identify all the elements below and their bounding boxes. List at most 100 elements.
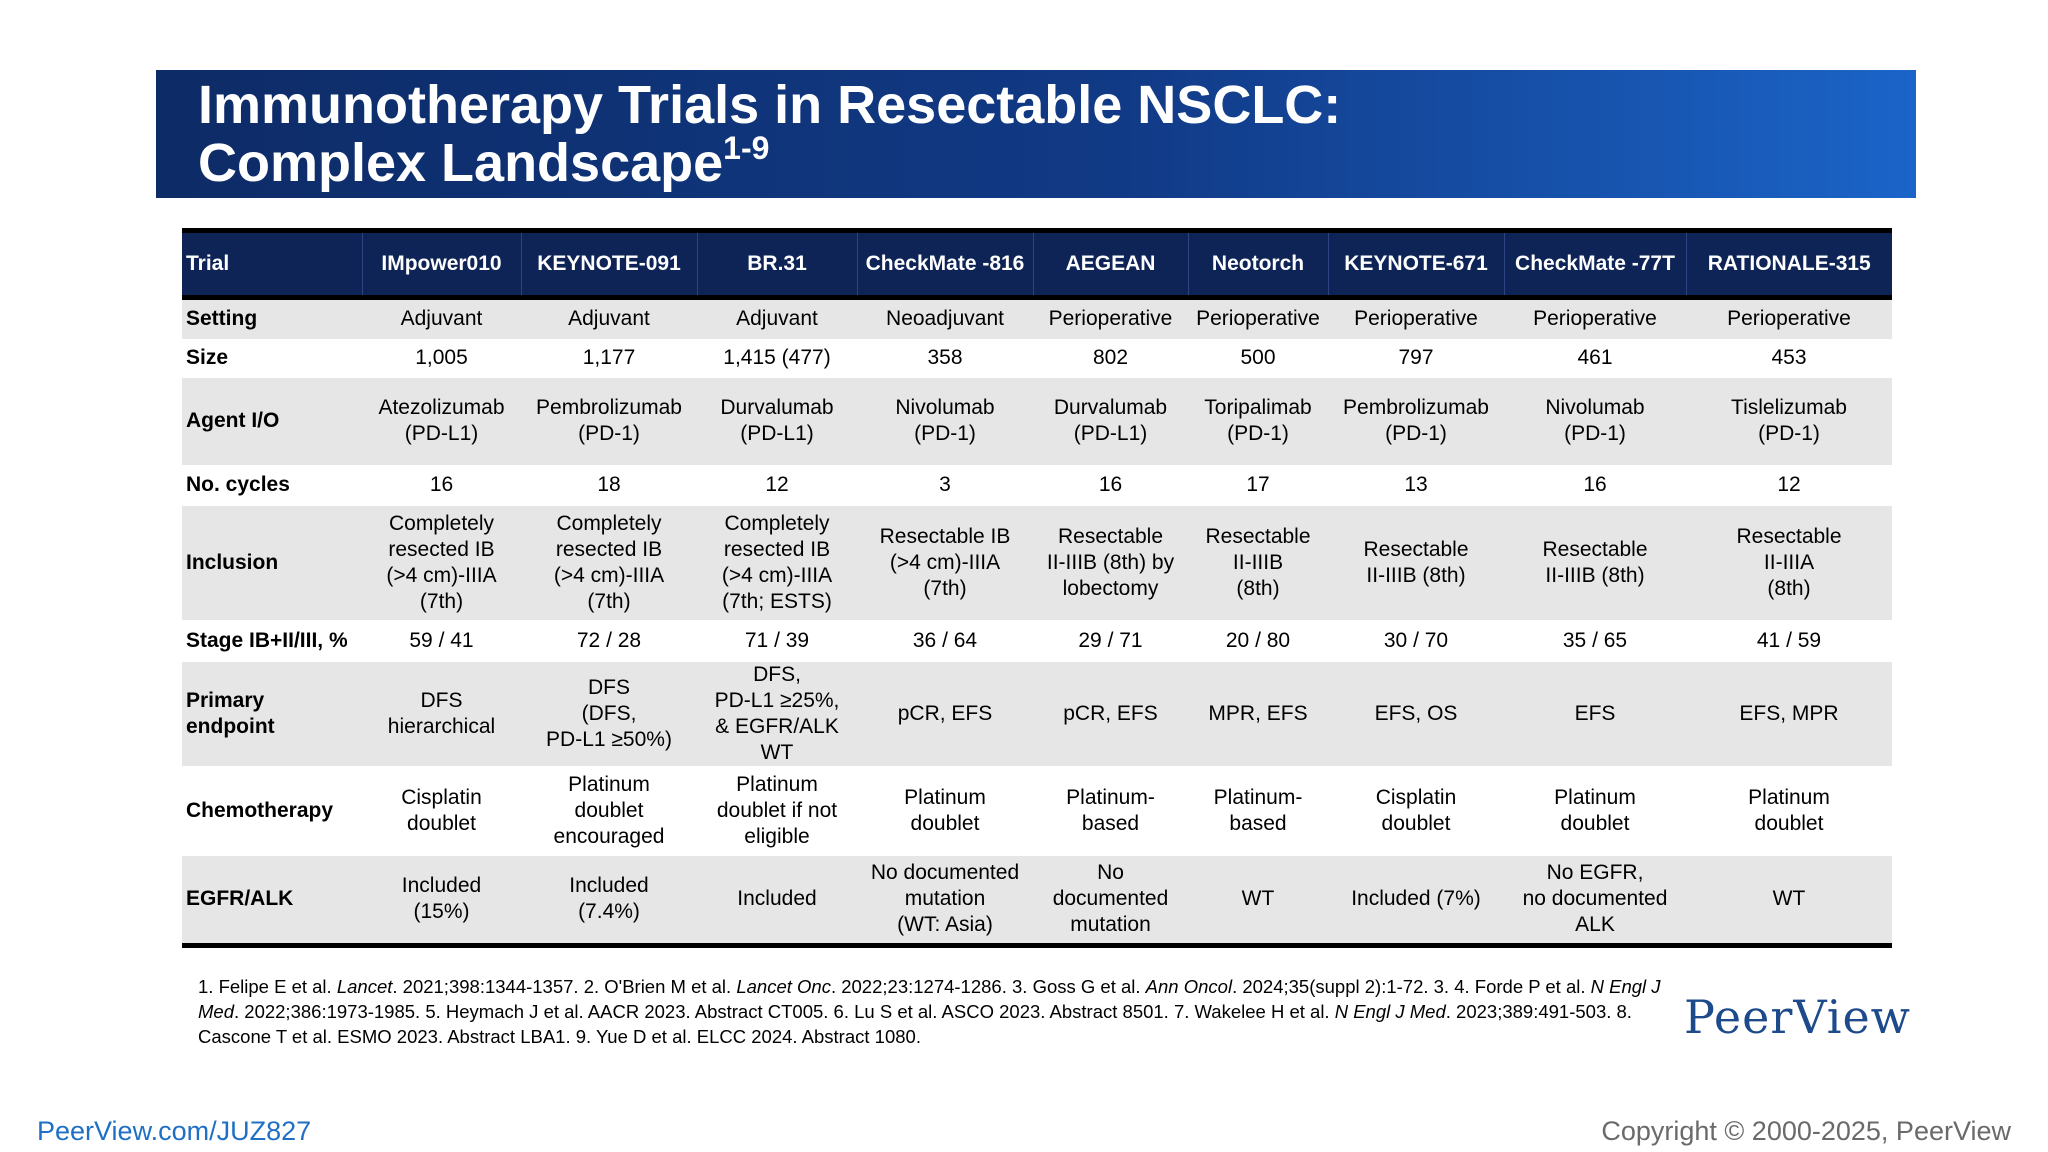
- table-cell: EFS, MPR: [1686, 661, 1892, 766]
- table-cell: 16: [1033, 464, 1188, 506]
- references: 1. Felipe E et al. Lancet. 2021;398:1344…: [198, 974, 1678, 1049]
- table-header-row: Trial IMpower010 KEYNOTE-091 BR.31 Check…: [182, 228, 1892, 300]
- header-trial-label: Trial: [182, 228, 362, 300]
- table-cell: Platinum doublet encouraged: [521, 765, 697, 856]
- table-cell: Included (15%): [362, 855, 521, 948]
- footer-url-link[interactable]: PeerView.com/JUZ827: [37, 1116, 312, 1146]
- table-cell: 358: [857, 338, 1033, 378]
- table-cell: 16: [362, 464, 521, 506]
- table-cell: 72 / 28: [521, 619, 697, 662]
- header-trial-name: Neotorch: [1187, 228, 1328, 300]
- table-row-size: Size 1,005 1,177 1,415 (477) 358 802 500 797 461…: [182, 338, 1892, 378]
- table-cell: 36 / 64: [857, 619, 1033, 662]
- table-cell: Adjuvant: [362, 297, 521, 339]
- table-cell: Completely resected IB (>4 cm)-IIIA (7th; E…: [697, 505, 857, 620]
- table-cell: 59 / 41: [362, 619, 521, 662]
- table-cell: Resectable II-IIIB (8th) by lobectomy: [1033, 505, 1188, 620]
- table-row-chemotherapy: Chemotherapy Cisplatin doublet Platinum doub…: [182, 765, 1892, 856]
- table-cell: Resectable II-IIIB (8th): [1504, 505, 1686, 620]
- slide-title-line-2: Complex Landscape1-9: [198, 130, 1916, 199]
- table-cell: pCR, EFS: [857, 661, 1033, 766]
- table-cell: Pembrolizumab (PD-1): [521, 377, 697, 465]
- table-cell: 41 / 59: [1686, 619, 1892, 662]
- table-cell: 797: [1328, 338, 1504, 378]
- table-cell: 1,177: [521, 338, 697, 378]
- row-label: Chemotherapy: [182, 765, 362, 856]
- table-cell: Resectable II-IIIB (8th): [1328, 505, 1504, 620]
- table-cell: 16: [1504, 464, 1686, 506]
- row-label: Inclusion: [182, 505, 362, 620]
- table-row-no-cycles: No. cycles 16 18 12 3 16 17 13 16 12: [182, 464, 1892, 506]
- reference-journal: N Engl J Med: [1334, 1001, 1446, 1022]
- header-trial-name: IMpower010: [361, 228, 521, 300]
- table-cell: 20 / 80: [1188, 619, 1328, 662]
- title-banner: Immunotherapy Trials in Resectable NSCLC…: [156, 70, 1916, 198]
- header-trial-name: AEGEAN: [1032, 228, 1188, 300]
- trials-comparison-table: Trial IMpower010 KEYNOTE-091 BR.31 Check…: [182, 228, 1892, 948]
- reference-text: . 2024;35(suppl 2):1-72. 3. 4. Forde P e…: [1232, 976, 1591, 997]
- table-cell: 71 / 39: [697, 619, 857, 662]
- row-label: No. cycles: [182, 464, 362, 506]
- row-label: EGFR/ALK: [182, 855, 362, 948]
- reference-text: . 2021;398:1344-1357. 2. O'Brien M et al…: [392, 976, 737, 997]
- reference-journal: Ann Oncol: [1145, 976, 1233, 997]
- table-row-inclusion: Inclusion Completely resected IB (>4 cm)-II…: [182, 505, 1892, 620]
- table-row-setting: Setting Adjuvant Adjuvant Adjuvant Neoadjuva…: [182, 297, 1892, 339]
- table-cell: No EGFR, no documented ALK: [1504, 855, 1686, 948]
- table-cell: Perioperative: [1504, 297, 1686, 339]
- reference-journal: Lancet Onc: [736, 976, 831, 997]
- table-cell: 35 / 65: [1504, 619, 1686, 662]
- table-cell: Perioperative: [1188, 297, 1328, 339]
- table-cell: WT: [1188, 855, 1328, 948]
- header-trial-name: BR.31: [696, 228, 857, 300]
- header-trial-name: KEYNOTE-671: [1327, 228, 1504, 300]
- table-cell: 18: [521, 464, 697, 506]
- table-cell: Platinum doublet: [1686, 765, 1892, 856]
- header-trial-name: KEYNOTE-091: [520, 228, 697, 300]
- table-cell: DFS, PD-L1 ≥25%, & EGFR/ALK WT: [697, 661, 857, 766]
- slide-title-text: Complex Landscape: [198, 133, 724, 193]
- table-cell: Resectable II-IIIA (8th): [1686, 505, 1892, 620]
- table-cell: 17: [1188, 464, 1328, 506]
- table-row-primary-endpoint: Primary endpoint DFS hierarchical DFS (DFS, PD…: [182, 661, 1892, 766]
- table-cell: Durvalumab (PD-L1): [697, 377, 857, 465]
- peerview-logo: PeerView: [1684, 990, 1912, 1044]
- table-cell: Adjuvant: [521, 297, 697, 339]
- table-cell: No documented mutation: [1033, 855, 1188, 948]
- reference-journal: Lancet: [336, 976, 393, 997]
- table-row-stage: Stage IB+II/III, % 59 / 41 72 / 28 71 / 39 3…: [182, 619, 1892, 662]
- table-cell: Platinum-based: [1188, 765, 1328, 856]
- table-cell: Neoadjuvant: [857, 297, 1033, 339]
- table-cell: Completely resected IB (>4 cm)-IIIA (7th): [521, 505, 697, 620]
- table-cell: EFS, OS: [1328, 661, 1504, 766]
- table-cell: Included: [697, 855, 857, 948]
- table-cell: Perioperative: [1328, 297, 1504, 339]
- table-cell: Adjuvant: [697, 297, 857, 339]
- table-cell: WT: [1686, 855, 1892, 948]
- table-cell: 30 / 70: [1328, 619, 1504, 662]
- table-cell: pCR, EFS: [1033, 661, 1188, 766]
- table-cell: 12: [697, 464, 857, 506]
- table-cell: 1,415 (477): [697, 338, 857, 378]
- table-row-egfr-alk: EGFR/ALK Included (15%) Included (7.4%) Inclu…: [182, 855, 1892, 948]
- table-cell: 802: [1033, 338, 1188, 378]
- copyright-text: Copyright © 2000-2025, PeerView: [1601, 1116, 2011, 1146]
- row-label: Agent I/O: [182, 377, 362, 465]
- table-cell: No documented mutation (WT: Asia): [857, 855, 1033, 948]
- row-label: Stage IB+II/III, %: [182, 619, 362, 662]
- table-cell: Pembrolizumab (PD-1): [1328, 377, 1504, 465]
- table-cell: Platinum doublet: [857, 765, 1033, 856]
- table-cell: Platinum doublet: [1504, 765, 1686, 856]
- table-cell: Included (7%): [1328, 855, 1504, 948]
- table-cell: Resectable IB (>4 cm)-IIIA (7th): [857, 505, 1033, 620]
- reference-text: 1. Felipe E et al.: [198, 976, 337, 997]
- reference-journal: N Engl J Med: [198, 976, 1661, 1022]
- table-cell: Platinum doublet if not eligible: [697, 765, 857, 856]
- table-cell: Tislelizumab (PD-1): [1686, 377, 1892, 465]
- table-cell: 29 / 71: [1033, 619, 1188, 662]
- table-cell: Perioperative: [1686, 297, 1892, 339]
- table-cell: Nivolumab (PD-1): [1504, 377, 1686, 465]
- table-cell: Cisplatin doublet: [362, 765, 521, 856]
- title-citation-superscript: 1-9: [723, 130, 770, 166]
- table-cell: DFS hierarchical: [362, 661, 521, 766]
